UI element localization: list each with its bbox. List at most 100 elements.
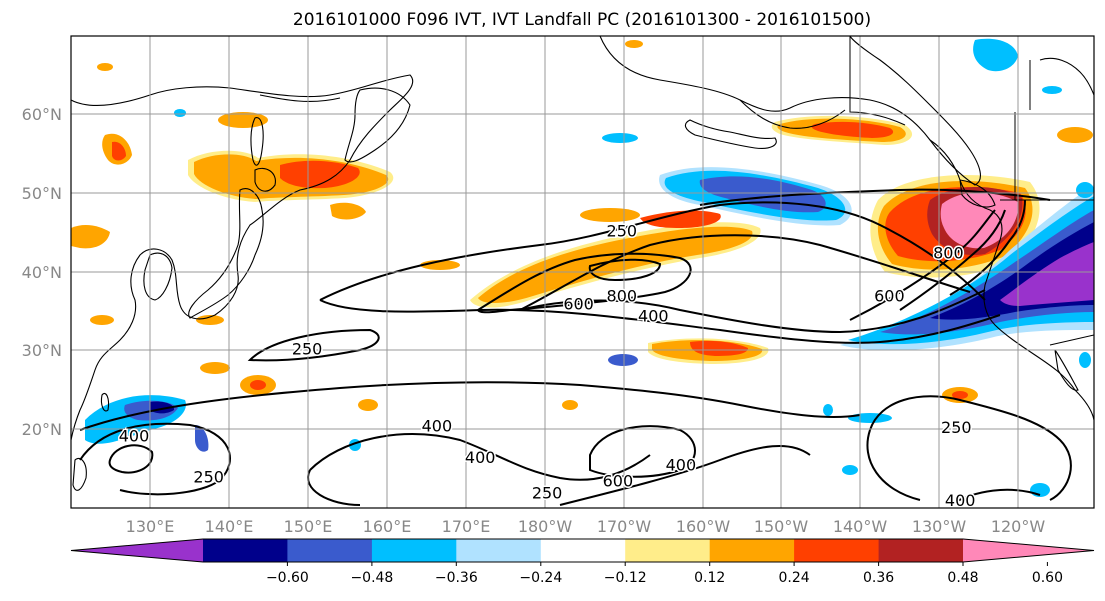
contour-label: 400 [945, 491, 976, 510]
colorbar-segment [709, 539, 795, 562]
border-alaska-canada [849, 36, 906, 126]
coast-vancouver-island [959, 179, 996, 208]
shade-blob [625, 40, 643, 48]
contour-label: 600 [603, 472, 634, 491]
coast-baja [1054, 349, 1079, 391]
shade-cpac-red [640, 210, 721, 228]
lon-tick-label: 150°W [754, 517, 809, 536]
lat-tick-label: 50°N [22, 184, 62, 203]
shade-wpac2-blue [195, 425, 209, 452]
shade-blob [200, 362, 230, 374]
pc-shading [71, 38, 1094, 497]
shade-blob-neg [1076, 182, 1094, 198]
shade-blob [1057, 127, 1093, 143]
contour-400-west-loop [108, 444, 154, 474]
shade-cpac-orange [478, 226, 753, 304]
contour-coast-800-b [949, 199, 1026, 296]
lon-tick-label: 120°W [991, 517, 1046, 536]
colorbar-tick-label: 0.60 [1032, 570, 1063, 586]
contour-250-north-lower [319, 299, 1001, 344]
colorbar-labels: −0.60 −0.48 −0.36 −0.24 −0.12 0.12 0.24 0.36 0.4… [266, 562, 1063, 586]
contour-label: 250 [193, 468, 224, 487]
contour-label: 250 [532, 483, 563, 502]
lon-tick-label: 180°W [518, 517, 573, 536]
coast-kamchatka [344, 87, 411, 163]
colorbar-tick-label: −0.60 [266, 570, 309, 586]
shade-blob [196, 315, 224, 325]
contour-coast-800 [899, 209, 1006, 311]
colorbar-segment [625, 539, 711, 562]
map-frame [70, 35, 1095, 509]
contour-600-jet [476, 252, 692, 314]
colorbar-extend-low [71, 539, 203, 562]
coast-philippines [72, 457, 87, 491]
borders [849, 36, 1094, 346]
contour-400-east [949, 488, 1041, 506]
contour-400-jet [519, 289, 986, 334]
shade-blob [97, 63, 113, 71]
colorbar-tick-label: −0.12 [604, 570, 647, 586]
shade-okhotsk-red [280, 160, 360, 189]
shade-positive-pink [940, 192, 1019, 249]
shade-blob-neg [823, 404, 833, 416]
contour-250-sub [247, 328, 380, 362]
lat-tick-label: 60°N [22, 105, 62, 124]
lon-tick-label: 160°W [676, 517, 731, 536]
colorbar-tick-label: 0.24 [779, 570, 810, 586]
lon-tick-label: 130°W [912, 517, 967, 536]
shade-kamchatka-red [112, 141, 126, 161]
shade-negative-purple [1000, 242, 1094, 306]
shade-blob-neg [608, 354, 638, 366]
contour-label: 250 [607, 221, 638, 240]
coast-hudson [1039, 57, 1094, 96]
shade-blob-neg [1042, 86, 1062, 94]
contour-label: 250 [292, 339, 323, 358]
coast-alaska [599, 36, 981, 186]
coast-asia [71, 74, 414, 441]
colorbar-segment [203, 539, 288, 562]
contour-250-west [79, 422, 231, 496]
ivt-contours [79, 188, 1072, 506]
contour-250-east-loop-b [866, 429, 921, 501]
border-us-mexico [1049, 334, 1094, 346]
colorbar-tick-label: 0.48 [947, 570, 978, 586]
lon-axis-labels: 130°E 140°E 150°E 160°E 170°E 180°W 170°… [126, 517, 1046, 536]
coast-hokkaido [254, 167, 276, 192]
lon-tick-label: 170°W [597, 517, 652, 536]
shade-blob [562, 400, 578, 410]
figure-title: 2016101000 F096 IVT, IVT Landfall PC (20… [293, 10, 871, 30]
contour-label: 400 [666, 456, 697, 475]
coast-sakhalin [250, 117, 264, 166]
contour-label: 800 [933, 243, 964, 262]
lon-tick-label: 150°E [284, 517, 333, 536]
shade-ak-red [811, 121, 894, 138]
lon-tick-label: 140°W [833, 517, 888, 536]
lat-tick-label: 30°N [22, 341, 62, 360]
contour-coast-600 [849, 209, 996, 321]
contour-label: 600 [563, 295, 594, 314]
lat-tick-label: 20°N [22, 420, 62, 439]
colorbar-segment [540, 539, 626, 562]
coast-okhotsk-n [259, 94, 341, 102]
shade-blob-neg [1079, 352, 1091, 368]
lon-tick-label: 130°E [126, 517, 175, 536]
colorbar-extend-high [963, 539, 1094, 562]
colorbar-tick-label: −0.48 [350, 570, 393, 586]
shade-30n-red [690, 340, 748, 356]
coast-alaska-pen [739, 99, 846, 129]
colorbar-tick-label: 0.36 [863, 570, 894, 586]
shade-50n-orange [330, 202, 366, 220]
contour-label: 250 [941, 418, 972, 437]
colorbar-tick-label: 0.12 [694, 570, 725, 586]
contour-label: 400 [465, 448, 496, 467]
contour-400-se [559, 444, 811, 506]
colorbar-segment [287, 539, 373, 562]
contour-label: 400 [638, 306, 669, 325]
shade-blob [90, 315, 114, 325]
shade-west-orange [71, 225, 110, 249]
shade-bc-cyan [973, 38, 1018, 72]
colorbar-segment [794, 539, 879, 562]
colorbar-tick-label: −0.36 [435, 570, 478, 586]
